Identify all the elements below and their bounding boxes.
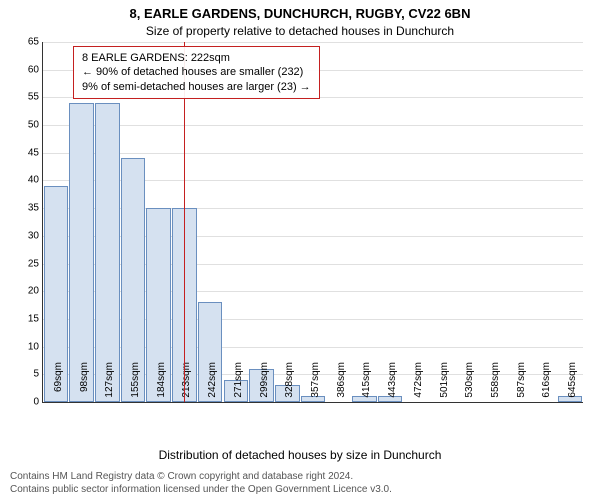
footer-line-2: Contains public sector information licen… bbox=[10, 484, 392, 497]
y-tick-label: 10 bbox=[11, 341, 43, 352]
chart-plot-area: 0510152025303540455055606569sqm98sqm127s… bbox=[42, 42, 583, 403]
x-tick-label: 616sqm bbox=[541, 362, 552, 406]
x-tick-label: 472sqm bbox=[413, 362, 424, 406]
y-tick-label: 40 bbox=[11, 175, 43, 186]
chart-subtitle: Size of property relative to detached ho… bbox=[0, 24, 600, 38]
chart-title: 8, EARLE GARDENS, DUNCHURCH, RUGBY, CV22… bbox=[0, 6, 600, 21]
gridline bbox=[43, 42, 583, 43]
callout-line: 8 EARLE GARDENS: 222sqm bbox=[82, 51, 311, 65]
y-tick-label: 15 bbox=[11, 313, 43, 324]
x-tick-label: 386sqm bbox=[336, 362, 347, 406]
x-tick-label: 271sqm bbox=[233, 362, 244, 406]
y-tick-label: 50 bbox=[11, 120, 43, 131]
chart-footer: Contains HM Land Registry data © Crown c… bbox=[10, 471, 392, 496]
x-tick-label: 530sqm bbox=[464, 362, 475, 406]
x-tick-label: 98sqm bbox=[79, 362, 90, 406]
x-tick-label: 558sqm bbox=[490, 362, 501, 406]
x-tick-label: 645sqm bbox=[567, 362, 578, 406]
callout-line: ← 90% of detached houses are smaller (23… bbox=[82, 65, 311, 79]
x-tick-label: 299sqm bbox=[259, 362, 270, 406]
histogram-bar bbox=[69, 103, 94, 402]
y-tick-label: 25 bbox=[11, 258, 43, 269]
x-tick-label: 155sqm bbox=[130, 362, 141, 406]
x-tick-label: 328sqm bbox=[284, 362, 295, 406]
y-tick-label: 55 bbox=[11, 92, 43, 103]
callout-box: 8 EARLE GARDENS: 222sqm← 90% of detached… bbox=[73, 46, 320, 99]
histogram-bar bbox=[95, 103, 120, 402]
x-tick-label: 213sqm bbox=[181, 362, 192, 406]
y-tick-label: 0 bbox=[11, 397, 43, 408]
y-tick-label: 60 bbox=[11, 64, 43, 75]
x-tick-label: 242sqm bbox=[207, 362, 218, 406]
gridline bbox=[43, 153, 583, 154]
x-tick-label: 443sqm bbox=[387, 362, 398, 406]
x-tick-label: 127sqm bbox=[104, 362, 115, 406]
x-tick-label: 501sqm bbox=[439, 362, 450, 406]
gridline bbox=[43, 125, 583, 126]
y-tick-label: 35 bbox=[11, 203, 43, 214]
y-tick-label: 20 bbox=[11, 286, 43, 297]
y-tick-label: 65 bbox=[11, 37, 43, 48]
y-tick-label: 45 bbox=[11, 147, 43, 158]
y-tick-label: 5 bbox=[11, 369, 43, 380]
callout-line: 9% of semi-detached houses are larger (2… bbox=[82, 80, 311, 94]
x-tick-label: 184sqm bbox=[156, 362, 167, 406]
x-axis-label: Distribution of detached houses by size … bbox=[0, 448, 600, 462]
x-tick-label: 357sqm bbox=[310, 362, 321, 406]
x-tick-label: 415sqm bbox=[361, 362, 372, 406]
y-tick-label: 30 bbox=[11, 230, 43, 241]
x-tick-label: 587sqm bbox=[516, 362, 527, 406]
x-tick-label: 69sqm bbox=[53, 362, 64, 406]
footer-line-1: Contains HM Land Registry data © Crown c… bbox=[10, 471, 392, 484]
